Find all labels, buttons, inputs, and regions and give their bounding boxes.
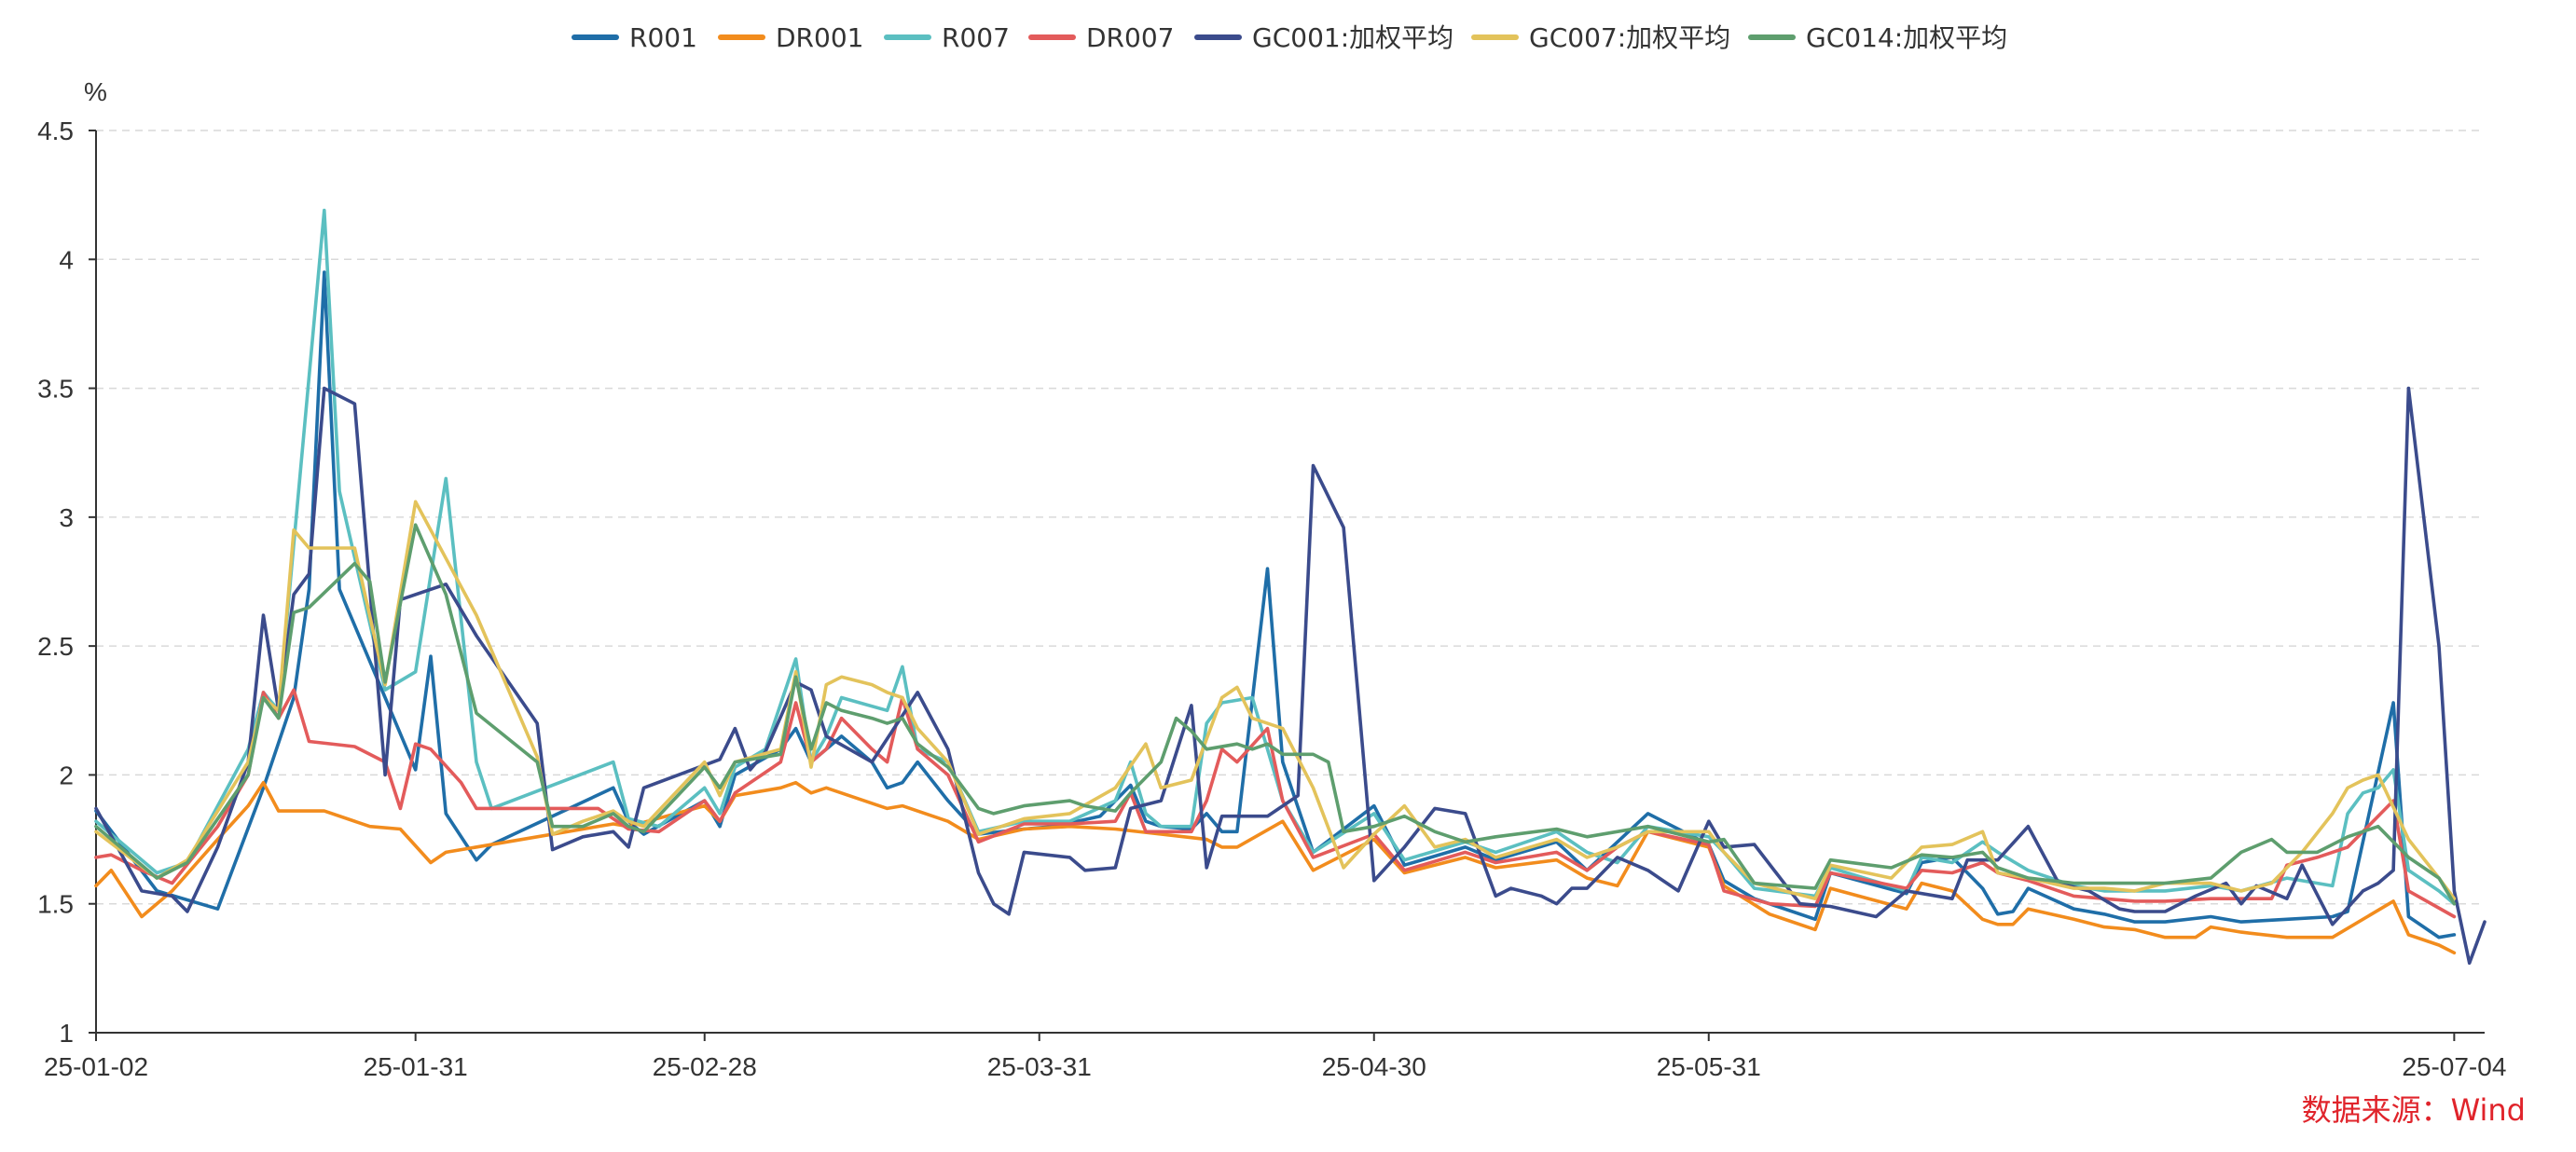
- legend-item-1[interactable]: DR001: [718, 22, 863, 53]
- gridlines: [96, 130, 2485, 905]
- y-tick-label: 3: [59, 503, 74, 532]
- legend-label: R007: [942, 22, 1010, 53]
- series-line-5[interactable]: [94, 500, 2457, 900]
- legend-label: GC001:加权平均: [1252, 22, 1453, 53]
- legend-label: DR001: [776, 22, 863, 53]
- series-lines[interactable]: [94, 208, 2486, 966]
- x-tick-label: 25-01-02: [44, 1052, 148, 1081]
- y-tick-label: 2: [59, 761, 74, 789]
- x-tick-label: 25-05-31: [1657, 1052, 1761, 1081]
- series-line-4[interactable]: [94, 386, 2486, 966]
- series-line-2[interactable]: [94, 208, 2457, 906]
- legend-label: DR007: [1086, 22, 1174, 53]
- legend-item-3[interactable]: DR007: [1028, 22, 1174, 53]
- y-tick-label: 3.5: [37, 375, 74, 404]
- y-tick-label: 2.5: [37, 632, 74, 661]
- legend-item-2[interactable]: R007: [884, 22, 1010, 53]
- y-tick-label: 4.5: [37, 117, 74, 145]
- y-tick-label: 4: [59, 245, 74, 274]
- legend-label: GC007:加权平均: [1529, 22, 1730, 53]
- y-axis-unit: %: [84, 77, 107, 106]
- x-tick-label: 25-01-31: [364, 1052, 468, 1081]
- legend-item-5[interactable]: GC007:加权平均: [1471, 22, 1730, 53]
- y-axis: 1 1.5 2 2.5 3 3.5 4 4.5: [37, 117, 97, 1048]
- series-line-3[interactable]: [94, 688, 2457, 919]
- legend-item-6[interactable]: GC014:加权平均: [1748, 22, 2007, 53]
- legend[interactable]: R001 DR001 R007 DR007 GC001:加权平均 GC007:加权平均 GC…: [572, 22, 2007, 53]
- x-axis: 25-01-02 25-01-31 25-02-28 25-03-31 25-04-30…: [44, 1032, 2506, 1081]
- series-line-6[interactable]: [94, 523, 2457, 906]
- legend-label: R001: [629, 22, 697, 53]
- y-tick-label: 1: [59, 1019, 74, 1048]
- series-line-1[interactable]: [94, 780, 2457, 955]
- x-tick-label: 25-03-31: [987, 1052, 1092, 1081]
- x-tick-label: 25-02-28: [653, 1052, 757, 1081]
- legend-item-0[interactable]: R001: [572, 22, 697, 53]
- x-tick-label: 25-07-04: [2402, 1052, 2506, 1081]
- x-tick-label: 25-04-30: [1322, 1052, 1426, 1081]
- y-tick-label: 1.5: [37, 890, 74, 919]
- series-line-0[interactable]: [94, 270, 2457, 939]
- data-source-label: 数据来源：Wind: [2302, 1092, 2526, 1128]
- legend-label: GC014:加权平均: [1806, 22, 2007, 53]
- legend-item-4[interactable]: GC001:加权平均: [1194, 22, 1453, 53]
